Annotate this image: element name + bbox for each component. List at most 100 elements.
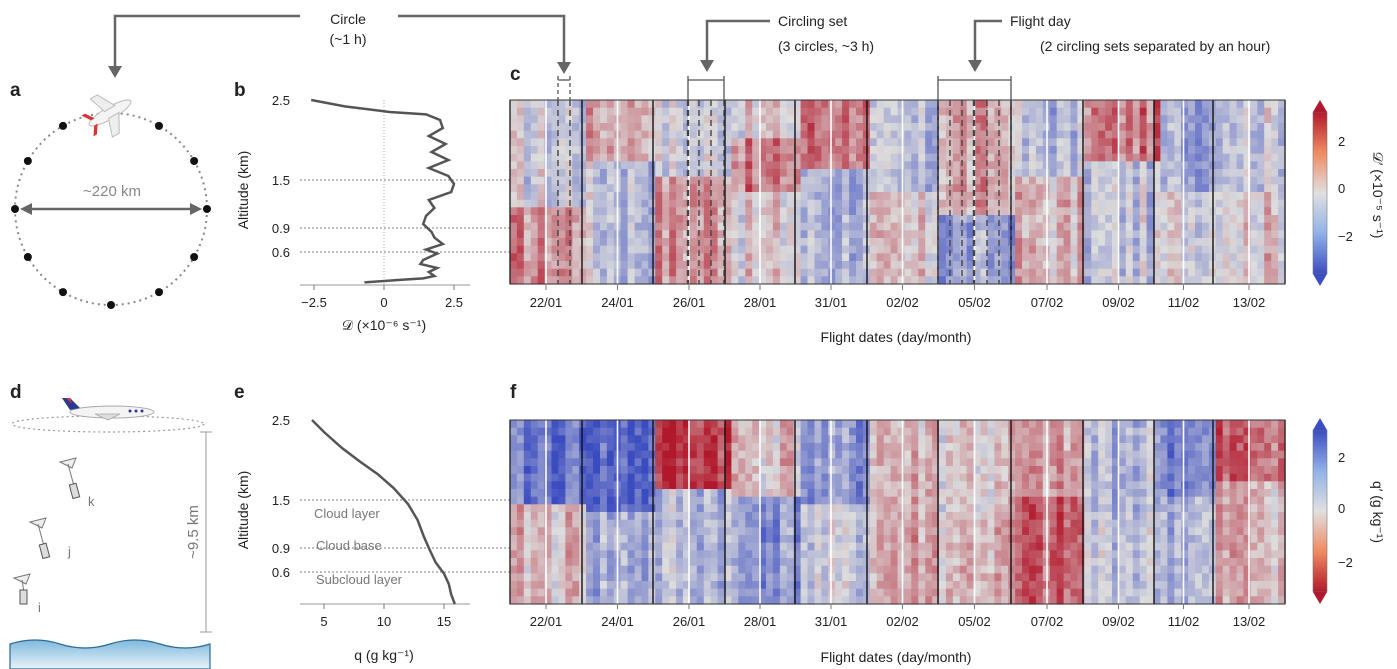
heat-cell xyxy=(1084,588,1092,597)
heat-cell xyxy=(530,466,539,475)
heat-cell xyxy=(897,489,905,498)
heat-cell xyxy=(1112,466,1120,475)
heat-cell xyxy=(1035,489,1044,498)
heat-cell xyxy=(1035,176,1044,185)
heat-cell xyxy=(994,542,1002,551)
heat-cell xyxy=(752,481,760,490)
heat-cell xyxy=(1188,153,1196,162)
heat-cell xyxy=(1118,535,1127,544)
heat-cell xyxy=(911,146,919,155)
heat-cell xyxy=(980,450,988,459)
heat-cell xyxy=(551,253,559,262)
heat-cell xyxy=(1229,176,1238,185)
heat-cell xyxy=(1056,192,1065,201)
heat-cell xyxy=(980,192,988,201)
heat-cell xyxy=(593,596,601,605)
heat-cell xyxy=(994,420,1002,429)
heat-cell xyxy=(669,276,677,285)
heat-cell xyxy=(530,443,539,452)
heat-cell xyxy=(925,427,933,436)
date-tick-label: 09/02 xyxy=(1102,295,1135,310)
heat-cell xyxy=(662,192,670,201)
heat-cell xyxy=(939,450,947,459)
heat-cell xyxy=(786,176,795,185)
heat-cell xyxy=(1181,253,1189,262)
heat-cell xyxy=(676,123,684,132)
heat-cell xyxy=(627,176,636,185)
heat-cell xyxy=(586,207,594,216)
heat-cell xyxy=(669,253,677,262)
heat-cell xyxy=(966,253,975,262)
heat-cell xyxy=(987,253,995,262)
heat-cell xyxy=(772,253,781,262)
heat-cell xyxy=(759,427,767,436)
heat-cell xyxy=(676,588,684,597)
heat-cell xyxy=(669,573,677,582)
heat-cell xyxy=(745,245,753,254)
heat-cell xyxy=(807,542,815,551)
heat-cell xyxy=(1153,222,1161,231)
heat-cell xyxy=(627,153,636,162)
heat-cell xyxy=(731,169,739,178)
heat-cell xyxy=(641,261,649,270)
heat-cell xyxy=(523,261,532,270)
heat-cell xyxy=(593,192,601,201)
heat-cell xyxy=(1001,535,1009,544)
heat-cell xyxy=(890,573,899,582)
heat-cell xyxy=(710,123,719,132)
heat-cell xyxy=(1146,207,1155,216)
heat-cell xyxy=(1029,130,1037,139)
heat-cell xyxy=(1056,496,1065,505)
heat-cell xyxy=(1008,207,1016,216)
heat-cell xyxy=(752,100,760,109)
heat-cell xyxy=(1084,519,1092,528)
heat-cell xyxy=(1215,130,1224,139)
heat-cell xyxy=(1105,215,1113,224)
heat-cell xyxy=(530,146,539,155)
heat-cell xyxy=(516,215,525,224)
heat-cell xyxy=(676,573,684,582)
heat-cell xyxy=(883,207,892,216)
heat-cell xyxy=(572,427,580,436)
heat-cell xyxy=(759,581,767,590)
heat-cell xyxy=(696,527,705,536)
heat-cell xyxy=(523,238,532,247)
heat-cell xyxy=(918,100,926,109)
heat-cell xyxy=(807,176,815,185)
heat-cell xyxy=(717,542,726,551)
heat-cell xyxy=(772,473,781,482)
heat-cell xyxy=(724,238,732,247)
heat-cell xyxy=(579,268,587,277)
heat-cell xyxy=(904,276,912,285)
heat-cell xyxy=(634,450,643,459)
heat-cell xyxy=(510,550,518,559)
heat-cell xyxy=(648,115,656,124)
heat-cell xyxy=(807,230,815,239)
heat-cell xyxy=(1125,123,1134,132)
heat-cell xyxy=(994,253,1002,262)
heat-cell xyxy=(655,458,663,467)
heat-cell xyxy=(876,558,885,567)
heat-cell xyxy=(738,161,746,170)
heat-cell xyxy=(925,276,933,285)
heat-cell xyxy=(1215,192,1224,201)
heat-cell xyxy=(828,107,836,116)
heat-cell xyxy=(696,184,705,193)
heat-cell xyxy=(959,512,968,521)
heat-cell xyxy=(572,596,580,605)
heat-cell xyxy=(1112,100,1120,109)
heat-cell xyxy=(634,192,643,201)
sonde-point xyxy=(11,205,19,213)
heat-cell xyxy=(945,512,954,521)
heat-cell xyxy=(952,504,961,513)
heat-cell xyxy=(1215,261,1224,270)
heat-cell xyxy=(945,496,954,505)
heat-cell xyxy=(828,489,836,498)
heat-cell xyxy=(952,153,961,162)
heat-cell xyxy=(662,489,670,498)
heat-cell xyxy=(932,581,940,590)
heat-cell xyxy=(572,535,580,544)
heat-cell xyxy=(641,435,649,444)
heat-cell xyxy=(724,466,732,475)
heat-cell xyxy=(523,146,532,155)
